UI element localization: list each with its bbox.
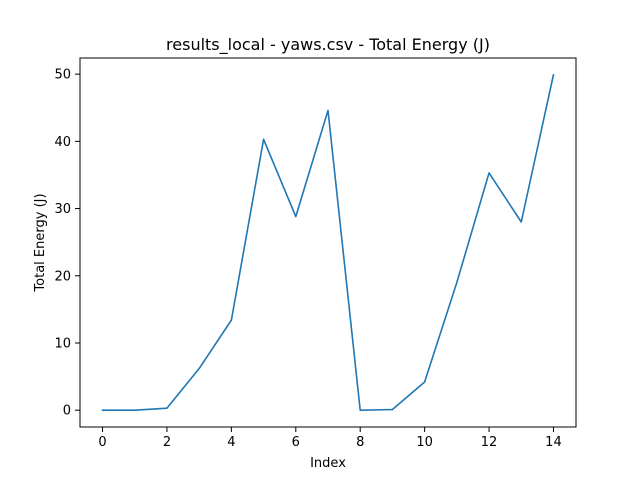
series-line [101, 73, 555, 412]
x-tick-label: 6 [292, 435, 300, 450]
x-tick-label: 8 [356, 435, 364, 450]
x-tick-label: 0 [98, 435, 106, 450]
series-layer [101, 73, 555, 412]
y-axis-ticks: 0 10 20 30 40 50 [54, 68, 80, 419]
y-axis-label: Total Energy (J) [33, 193, 48, 292]
x-tick-label: 12 [481, 435, 498, 450]
y-tick-label: 0 [63, 404, 71, 419]
y-tick-label: 40 [54, 135, 71, 150]
x-tick-label: 2 [163, 435, 171, 450]
x-axis-ticks: 0 2 4 6 8 10 12 14 [98, 427, 562, 450]
chart-title: results_local - yaws.csv - Total Energy … [166, 35, 490, 55]
x-tick-label: 14 [545, 435, 562, 450]
y-tick-label: 50 [54, 68, 71, 83]
x-tick-label: 10 [416, 435, 433, 450]
x-tick-label: 4 [227, 435, 235, 450]
y-tick-label: 10 [54, 336, 71, 351]
y-tick-label: 20 [54, 269, 71, 284]
plot-frame [79, 57, 577, 428]
x-axis-label: Index [310, 456, 346, 471]
y-tick-label: 30 [54, 202, 71, 217]
